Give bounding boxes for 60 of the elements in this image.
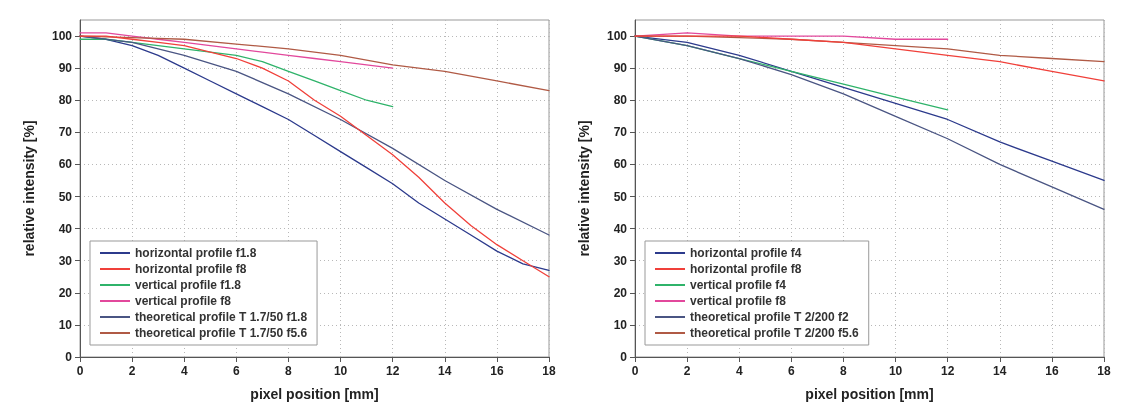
legend-label: horizontal profile f8: [690, 262, 802, 276]
y-tick-label: 80: [58, 93, 73, 108]
x-tick-label: 4: [180, 364, 188, 378]
y-tick-label: 100: [51, 29, 73, 44]
legend-label: theoretical profile T 1.7/50 f5.6: [135, 326, 308, 340]
y-tick-label: 60: [58, 157, 73, 172]
y-tick-label: 0: [620, 350, 628, 364]
x-tick-label: 0: [76, 364, 84, 378]
x-axis-title: pixel position [mm]: [250, 386, 379, 402]
x-tick-label: 18: [1097, 364, 1111, 378]
y-axis-title: relative intensity [%]: [21, 120, 37, 257]
x-tick-label: 2: [683, 364, 691, 378]
x-tick-label: 18: [542, 364, 556, 378]
line-series: [79, 32, 394, 69]
x-tick-label: 4: [735, 364, 743, 378]
legend-label: vertical profile f8: [135, 294, 232, 308]
x-tick-label: 0: [631, 364, 639, 378]
y-tick-label: 40: [58, 221, 73, 236]
x-tick-label: 6: [232, 364, 240, 378]
y-tick-label: 20: [58, 285, 73, 300]
legend-label: horizontal profile f8: [135, 262, 247, 276]
legend-label: horizontal profile f1.8: [135, 246, 257, 260]
legend-label: theoretical profile T 2/200 f2: [690, 310, 850, 324]
x-tick-label: 10: [333, 364, 348, 378]
x-tick-label: 8: [285, 364, 293, 378]
legend-label: vertical profile f1.8: [135, 278, 242, 292]
y-tick-label: 0: [65, 350, 73, 364]
y-tick-label: 20: [613, 285, 628, 300]
y-tick-label: 10: [613, 317, 628, 332]
x-tick-label: 12: [385, 364, 400, 378]
y-tick-label: 70: [613, 125, 628, 140]
y-tick-label: 50: [613, 189, 628, 204]
y-tick-label: 90: [613, 61, 628, 76]
legend-label: horizontal profile f4: [690, 246, 802, 260]
x-tick-label: 2: [128, 364, 136, 378]
x-tick-label: 14: [993, 364, 1007, 378]
line-series: [634, 35, 1105, 82]
x-tick-label: 6: [787, 364, 795, 378]
y-tick-label: 10: [58, 317, 73, 332]
legend-label: vertical profile f4: [690, 278, 787, 292]
y-tick-label: 60: [613, 157, 628, 172]
x-axis-title: pixel position [mm]: [805, 386, 934, 402]
y-tick-label: 80: [613, 93, 628, 108]
legend-label: theoretical profile T 1.7/50 f1.8: [135, 310, 308, 324]
x-tick-label: 8: [840, 364, 848, 378]
x-tick-label: 16: [490, 364, 504, 378]
x-tick-label: 14: [438, 364, 452, 378]
y-tick-label: 100: [606, 29, 628, 44]
y-tick-label: 30: [613, 253, 628, 268]
y-tick-label: 30: [58, 253, 73, 268]
legend-label: theoretical profile T 2/200 f5.6: [690, 326, 860, 340]
legend-label: vertical profile f8: [690, 294, 787, 308]
x-tick-label: 10: [888, 364, 903, 378]
x-tick-label: 16: [1045, 364, 1059, 378]
y-tick-label: 70: [58, 125, 73, 140]
y-tick-label: 40: [613, 221, 628, 236]
y-axis-title: relative intensity [%]: [576, 120, 592, 257]
x-tick-label: 12: [940, 364, 955, 378]
y-tick-label: 50: [58, 189, 73, 204]
y-tick-label: 90: [58, 61, 73, 76]
